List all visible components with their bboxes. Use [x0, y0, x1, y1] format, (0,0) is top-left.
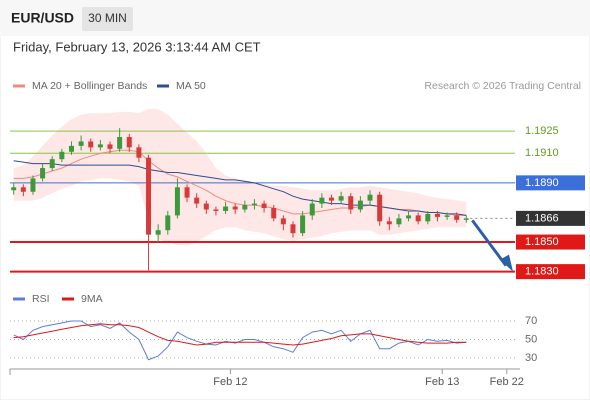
- candle-body: [406, 215, 412, 219]
- forecast-arrowhead: [500, 254, 513, 272]
- candle-body: [30, 178, 36, 192]
- candle-body: [444, 215, 450, 217]
- level-label: 1.1925: [525, 125, 559, 137]
- candle-body: [174, 187, 180, 216]
- candle-body: [49, 159, 55, 169]
- candle-body: [338, 196, 344, 201]
- candle-body: [242, 205, 248, 210]
- symbol[interactable]: EUR/USD: [11, 10, 74, 26]
- candle-body: [463, 218, 469, 220]
- candle-body: [136, 147, 142, 158]
- level-label: 1.1910: [525, 147, 559, 159]
- level-label: 1.1866: [525, 212, 559, 224]
- rsi-line: [13, 323, 467, 346]
- level-label: 1.1890: [525, 177, 559, 189]
- legend-label: MA 50: [176, 80, 206, 92]
- legend-label: 9MA: [81, 293, 103, 305]
- level-label-box: [516, 175, 585, 191]
- candle-body: [377, 194, 383, 222]
- candle-body: [11, 187, 17, 191]
- candle-body: [165, 215, 171, 231]
- candle-body: [396, 218, 402, 225]
- candle-body: [319, 197, 325, 204]
- candle-body: [232, 206, 238, 210]
- candle-body: [251, 203, 257, 206]
- candle-body: [280, 218, 286, 225]
- candle-body: [367, 194, 373, 201]
- candle-body: [454, 215, 460, 220]
- x-tick-label: Feb 13: [425, 376, 459, 388]
- rsi-line: [13, 320, 467, 361]
- candle-body: [213, 209, 219, 211]
- candle-body: [290, 224, 296, 234]
- forecast-arrow: [471, 219, 508, 267]
- level-label-box: [516, 234, 585, 250]
- candle-body: [348, 196, 354, 210]
- candle-body: [20, 187, 26, 192]
- level-label: 1.1830: [525, 266, 559, 278]
- candle-body: [223, 206, 229, 211]
- candle-body: [184, 187, 190, 198]
- x-tick-label: Feb 22: [490, 376, 524, 388]
- y-tick-label: 50: [525, 333, 537, 345]
- candle-body: [309, 203, 315, 216]
- candle-body: [386, 221, 392, 225]
- candle-body: [261, 203, 267, 209]
- candle-body: [68, 145, 74, 152]
- candle-body: [107, 144, 113, 149]
- level-label: 1.1850: [525, 236, 559, 248]
- candle-body: [117, 136, 123, 149]
- candle-body: [59, 151, 65, 160]
- timeframe[interactable]: 30 MIN: [88, 11, 127, 25]
- candle-body: [155, 230, 161, 235]
- y-tick-label: 70: [525, 315, 537, 327]
- candle-body: [415, 215, 421, 222]
- candle-body: [203, 203, 209, 210]
- candle-body: [88, 141, 94, 148]
- candle-body: [300, 215, 306, 234]
- candle-body: [425, 213, 431, 222]
- candle-body: [357, 200, 363, 210]
- datetime: Friday, February 13, 2026 3:13:44 AM CET: [13, 39, 261, 54]
- level-label-box: [516, 264, 585, 280]
- candle-body: [78, 141, 84, 146]
- y-tick-label: 30: [525, 352, 537, 364]
- moving-average: [13, 160, 467, 216]
- candle-body: [40, 168, 46, 179]
- candle-body: [434, 213, 440, 217]
- x-tick-label: Feb 12: [213, 376, 247, 388]
- candle-body: [97, 144, 103, 148]
- legend-label: RSI: [32, 293, 50, 305]
- legend-label: MA 20 + Bollinger Bands: [32, 80, 147, 92]
- candle-body: [146, 157, 152, 235]
- credit: Research © 2026 Trading Central: [424, 80, 581, 92]
- candle-body: [329, 197, 335, 201]
- candle-body: [126, 136, 132, 148]
- candle-body: [271, 208, 277, 219]
- candle-body: [194, 197, 200, 204]
- level-label-box: [516, 210, 585, 226]
- timeframe-button[interactable]: [82, 7, 133, 31]
